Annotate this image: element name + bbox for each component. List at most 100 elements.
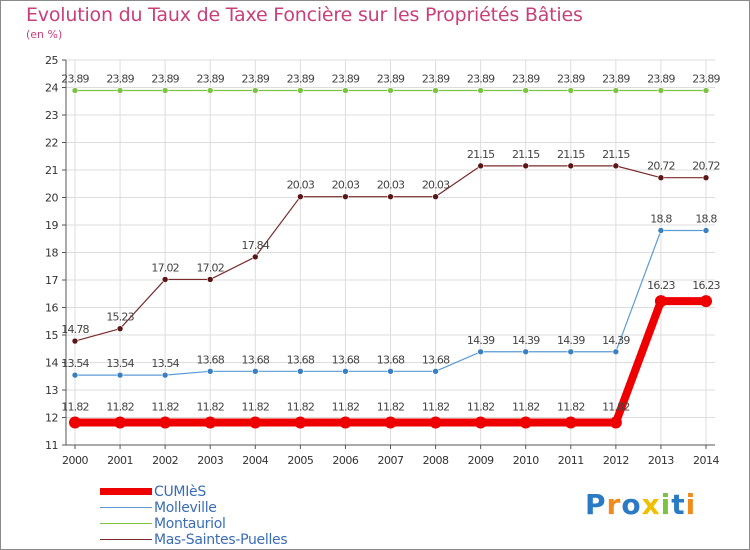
y-tick-label: 14 (45, 357, 58, 370)
data-label: 11.82 (242, 400, 270, 413)
data-point (251, 87, 259, 94)
data-label: 11.82 (332, 400, 360, 413)
data-point (71, 337, 79, 345)
data-label: 23.89 (196, 73, 224, 86)
data-point (654, 295, 667, 308)
data-label: 23.89 (332, 73, 360, 86)
y-tick-label: 20 (45, 192, 58, 205)
data-point (71, 371, 79, 379)
data-point (612, 162, 620, 170)
data-point (432, 367, 439, 375)
data-label: 20.72 (647, 160, 675, 173)
data-label: 17.84 (242, 239, 270, 252)
data-label: 11.82 (422, 400, 450, 413)
data-point (161, 87, 169, 94)
data-label: 14.39 (557, 334, 585, 347)
data-point (116, 325, 124, 332)
data-label: 23.89 (512, 73, 540, 86)
x-tick-label: 2005 (287, 454, 313, 467)
data-point (612, 87, 620, 94)
data-point (342, 367, 349, 375)
data-point (342, 87, 349, 94)
data-point (474, 416, 487, 429)
x-tick-label: 2010 (513, 454, 539, 467)
logo-letter: x (641, 488, 661, 521)
data-point (114, 416, 127, 429)
data-label: 11.82 (467, 400, 495, 413)
data-point (567, 162, 575, 170)
data-label: 17.02 (196, 261, 224, 274)
data-point (657, 227, 665, 234)
data-point (432, 87, 439, 94)
data-label: 20.72 (692, 160, 720, 173)
data-point (297, 367, 304, 375)
data-point (567, 348, 575, 356)
x-tick-label: 2009 (468, 454, 494, 467)
x-tick-label: 2000 (62, 454, 88, 467)
y-tick-label: 17 (45, 274, 58, 287)
y-tick-label: 24 (45, 82, 58, 95)
data-point (519, 416, 532, 429)
data-label: 13.68 (332, 353, 360, 366)
data-label: 13.54 (151, 357, 179, 370)
data-label: 18.8 (650, 213, 672, 226)
data-point (522, 348, 530, 356)
data-label: 11.82 (377, 400, 405, 413)
x-tick-label: 2001 (107, 454, 133, 467)
axes: 11 12 13 14 15 16 17 18 19 20 21 22 23 24 25 2000 2001 20… (45, 54, 720, 467)
legend-swatch (100, 507, 152, 508)
data-label: 11.82 (557, 400, 585, 413)
x-tick-label: 2012 (603, 454, 629, 467)
y-tick-label: 11 (45, 439, 58, 452)
data-point (116, 371, 124, 379)
data-label: 11.82 (196, 400, 224, 413)
y-tick-label: 15 (45, 329, 58, 342)
data-label: 23.89 (106, 73, 134, 86)
data-point (384, 416, 397, 429)
data-label: 13.54 (106, 357, 134, 370)
data-point (206, 87, 214, 94)
logo-letter: P (585, 488, 607, 521)
data-point (477, 87, 484, 94)
unit-label: (en %) (26, 28, 63, 41)
data-label: 13.68 (377, 353, 405, 366)
data-point (700, 295, 712, 308)
data-label: 23.89 (602, 73, 630, 86)
legend-label: Molleville (154, 500, 217, 516)
data-point (251, 367, 259, 375)
data-point (342, 193, 349, 200)
data-point (387, 193, 394, 200)
data-point (522, 87, 530, 94)
data-label: 14.78 (61, 323, 89, 336)
data-label: 20.03 (422, 179, 450, 192)
data-label: 23.89 (61, 73, 89, 86)
data-label: 11.82 (61, 400, 89, 413)
data-label: 20.03 (332, 179, 360, 192)
y-tick-label: 25 (45, 54, 58, 67)
data-label: 23.89 (467, 73, 495, 86)
data-label: 16.23 (647, 279, 675, 292)
data-label: 13.68 (242, 353, 270, 366)
data-point (294, 416, 307, 429)
x-tick-label: 2011 (558, 454, 584, 467)
x-tick-label: 2013 (648, 454, 674, 467)
data-point (702, 227, 710, 234)
data-point (251, 253, 259, 261)
data-label: 11.82 (151, 400, 179, 413)
data-point (477, 162, 484, 170)
data-point (71, 87, 79, 94)
data-point (387, 87, 394, 94)
data-point (69, 416, 81, 429)
x-tick-label: 2008 (423, 454, 449, 467)
data-label: 11.82 (287, 400, 315, 413)
logo-letter: t (671, 488, 686, 521)
data-point (206, 367, 214, 375)
data-label: 18.8 (695, 213, 717, 226)
data-label: 13.68 (196, 353, 224, 366)
data-label: 14.39 (512, 334, 540, 347)
data-point (204, 416, 217, 429)
data-point (387, 367, 394, 375)
data-point (612, 348, 620, 356)
data-point (206, 276, 214, 283)
data-point (477, 348, 484, 356)
